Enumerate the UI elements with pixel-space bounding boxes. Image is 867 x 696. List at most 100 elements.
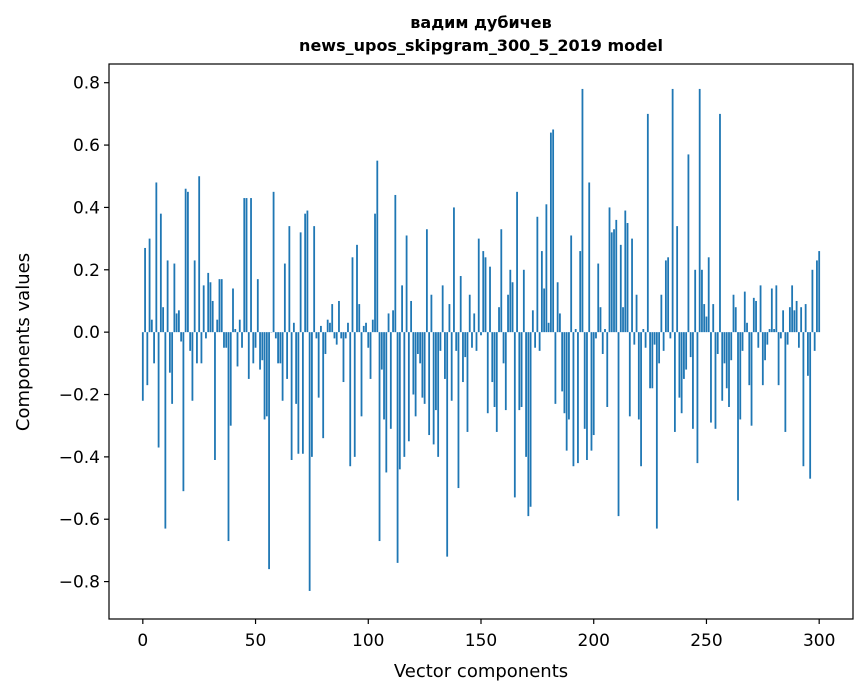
bar (642, 329, 645, 333)
bar (168, 332, 171, 373)
bar (462, 332, 464, 383)
bar (362, 325, 365, 333)
bar (660, 294, 663, 333)
bar (592, 332, 595, 436)
bar (617, 332, 620, 517)
bar (608, 207, 611, 333)
bar-series (141, 88, 821, 591)
bar (536, 216, 539, 333)
bar (396, 332, 399, 563)
bar (741, 332, 744, 351)
bar (369, 332, 372, 379)
bar (683, 332, 685, 379)
bar (394, 194, 397, 333)
bar (232, 288, 234, 333)
bar (297, 332, 300, 454)
bar (205, 332, 207, 339)
x-tick-label: 150 (465, 631, 497, 651)
bar (554, 332, 557, 404)
bar (723, 332, 726, 364)
bar (766, 332, 769, 345)
bar (439, 332, 442, 351)
bar (383, 332, 385, 420)
bar (761, 332, 764, 386)
bar (380, 332, 383, 370)
bar (692, 332, 694, 429)
bar (245, 198, 248, 333)
bar (468, 294, 471, 333)
bar (547, 322, 550, 333)
bar (311, 332, 313, 457)
bar (543, 288, 546, 333)
bar (777, 332, 780, 386)
bar (507, 294, 509, 333)
bar (685, 332, 688, 370)
x-tick-label: 300 (803, 631, 835, 651)
bar (241, 332, 243, 348)
bar (441, 285, 444, 333)
bar (637, 332, 640, 420)
bar (595, 332, 597, 339)
bar (459, 276, 462, 333)
bar (813, 332, 816, 351)
bar (498, 307, 500, 333)
bar (719, 113, 721, 333)
bar (511, 282, 514, 333)
bar (678, 332, 681, 398)
bar (416, 332, 419, 354)
bar (187, 191, 189, 333)
bar (797, 332, 800, 348)
bar (491, 332, 494, 383)
bar (450, 332, 453, 401)
bar (261, 332, 264, 361)
bar (599, 307, 602, 333)
bar (556, 282, 559, 333)
bar (225, 332, 228, 348)
bar (419, 332, 422, 364)
bar (516, 191, 518, 333)
x-tick-label: 50 (245, 631, 267, 651)
bar (671, 88, 674, 333)
x-axis-ticks: 0 50 100 150 200 250 300 (137, 619, 835, 651)
bar (254, 332, 257, 348)
bar (655, 332, 658, 529)
bar (779, 332, 782, 339)
bar (581, 88, 584, 333)
bar (392, 310, 394, 333)
bar (615, 219, 618, 333)
bar (701, 269, 703, 333)
bar (793, 310, 796, 333)
bar (376, 160, 379, 333)
bar (480, 332, 482, 336)
bar (184, 188, 187, 333)
bar (166, 260, 169, 333)
bar (486, 332, 489, 414)
bar (664, 260, 667, 333)
bar (385, 332, 388, 473)
bar (707, 257, 710, 333)
bar (473, 313, 476, 333)
bar (522, 269, 525, 333)
bar (288, 226, 291, 333)
bar (583, 332, 586, 429)
bar (444, 332, 446, 379)
bar (299, 232, 302, 333)
bar (531, 310, 534, 333)
bar (588, 182, 591, 333)
bar (435, 332, 437, 411)
bar (378, 332, 381, 542)
bar (610, 232, 613, 333)
bar (313, 226, 316, 333)
bar (446, 332, 449, 557)
bar (367, 332, 370, 348)
bar (734, 307, 737, 333)
bar (164, 332, 167, 529)
bar (196, 332, 198, 364)
y-axis-label: Components values (13, 253, 34, 431)
bar (520, 332, 523, 407)
bar (782, 310, 785, 333)
bar (175, 313, 178, 333)
bar (579, 251, 582, 333)
bar (329, 322, 331, 333)
plot-area-frame (108, 63, 854, 620)
